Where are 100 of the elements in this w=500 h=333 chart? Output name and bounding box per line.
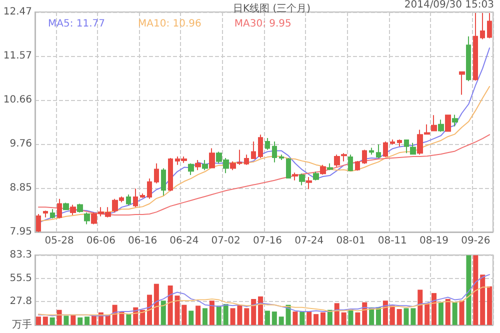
- bar: [64, 316, 69, 325]
- bar: [42, 316, 48, 325]
- candlestick: [265, 138, 270, 150]
- candlestick: [383, 140, 388, 158]
- text: MA5: 11.77: [48, 18, 106, 30]
- bar: [418, 290, 423, 325]
- bar: [168, 286, 173, 325]
- bar: [438, 302, 444, 325]
- candlestick: [50, 208, 55, 219]
- candlestick: [292, 172, 298, 181]
- candlestick: [487, 12, 492, 39]
- bar: [244, 308, 250, 325]
- bar: [264, 310, 270, 325]
- bar: [432, 293, 437, 325]
- text: MA10: 10.96: [138, 18, 202, 30]
- candlestick: [126, 194, 131, 206]
- candlestick: [154, 162, 159, 184]
- candlestick: [466, 36, 471, 82]
- x-tick-label: 06-24: [170, 236, 199, 246]
- candlestick: [313, 171, 319, 181]
- candlestick: [202, 159, 208, 171]
- x-tick-label: 06-16: [128, 236, 158, 246]
- y-tick-label: 27.8: [10, 296, 32, 308]
- candlestick: [286, 158, 291, 179]
- bar: [320, 312, 326, 325]
- y-tick-label: 11.57: [3, 50, 32, 62]
- candlestick: [70, 204, 76, 216]
- candlestick: [306, 176, 312, 190]
- bar: [466, 255, 472, 325]
- candlestick: [133, 188, 138, 208]
- candlestick: [459, 71, 465, 96]
- bar: [306, 312, 312, 325]
- bar: [300, 312, 305, 325]
- candlestick: [57, 198, 62, 219]
- bar: [445, 298, 450, 325]
- bar: [140, 310, 146, 325]
- bar: [278, 316, 284, 325]
- y-tick-label: 9.76: [10, 138, 32, 150]
- chart-title: 日K线图 (三个月): [233, 2, 311, 14]
- x-tick-label: 06-06: [86, 236, 116, 246]
- candlestick: [168, 158, 173, 192]
- bar: [126, 314, 132, 325]
- candlestick: [279, 154, 284, 160]
- bar: [390, 306, 395, 325]
- bar: [348, 309, 354, 325]
- bar: [376, 307, 381, 325]
- bar: [314, 314, 319, 325]
- bar: [84, 316, 90, 325]
- candlestick: [140, 193, 145, 198]
- bar: [91, 316, 96, 325]
- candlestick: [258, 134, 263, 159]
- candlestick: [397, 139, 402, 147]
- candlestick: [334, 154, 340, 168]
- text: MA30: 9.95: [234, 18, 292, 30]
- bar: [382, 300, 388, 325]
- candlestick: [161, 168, 166, 196]
- bar: [70, 314, 76, 325]
- candlestick: [355, 160, 360, 172]
- bar: [452, 302, 458, 325]
- candlestick: [209, 148, 215, 169]
- bar: [36, 316, 41, 325]
- candlestick: [369, 147, 374, 156]
- candlestick: [404, 139, 409, 154]
- bar: [396, 309, 402, 325]
- bar: [160, 300, 166, 325]
- bar: [258, 296, 264, 325]
- bar: [196, 306, 201, 325]
- candlestick: [452, 114, 458, 127]
- candlestick: [43, 210, 48, 218]
- candlestick: [438, 119, 444, 132]
- bar: [216, 306, 222, 325]
- x-tick-label: 09-26: [461, 236, 490, 246]
- bar: [341, 312, 346, 325]
- bar: [355, 312, 360, 325]
- candlestick: [362, 149, 367, 164]
- y-tick-label: 8.85: [10, 182, 32, 194]
- bar: [327, 310, 332, 325]
- candlestick: [251, 140, 256, 160]
- bar: [147, 294, 152, 325]
- line-series: [38, 286, 490, 316]
- bar: [78, 317, 83, 325]
- bar: [480, 274, 486, 325]
- line-series: [38, 274, 490, 316]
- candlestick: [348, 154, 353, 172]
- candlestick: [272, 140, 277, 163]
- x-tick-label: 08-01: [336, 236, 366, 246]
- candlestick: [473, 12, 478, 82]
- candlestick: [195, 159, 201, 171]
- y-tick-label: 12.47: [3, 6, 32, 18]
- bar: [334, 303, 340, 325]
- candlestick: [320, 164, 326, 176]
- bar: [272, 312, 277, 325]
- y-tick-label: 83.3: [10, 250, 32, 260]
- candlestick: [147, 178, 152, 200]
- text: 2014/09/30 15:03: [404, 0, 494, 10]
- x-tick-label: 07-02: [211, 236, 240, 246]
- candlestick: [77, 203, 83, 214]
- x-tick-label: 05-28: [44, 236, 74, 246]
- candlestick: [299, 173, 305, 186]
- bar: [292, 312, 298, 325]
